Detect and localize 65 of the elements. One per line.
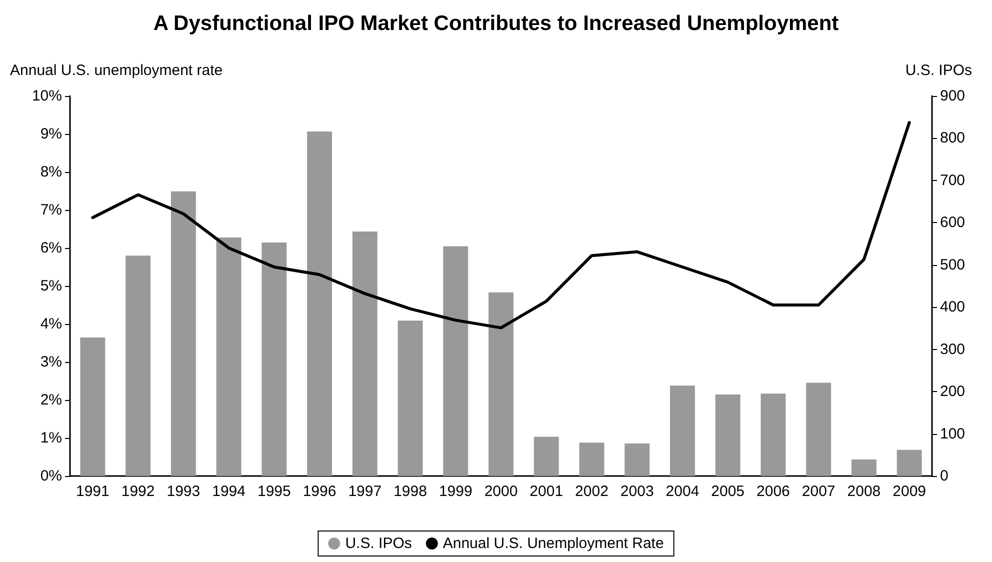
bar	[488, 292, 514, 476]
x-tick-label: 2007	[802, 483, 836, 500]
x-tick-label: 1994	[212, 483, 246, 500]
y2-axis-title: U.S. IPOs	[905, 62, 972, 79]
y2-tick-label: 900	[940, 88, 966, 104]
bar	[579, 442, 604, 476]
y-tick-label: 2%	[40, 392, 62, 408]
bar	[760, 394, 786, 476]
y2-tick-label: 200	[940, 383, 966, 400]
bar	[896, 450, 922, 476]
y-tick-label: 3%	[40, 354, 62, 370]
x-tick-label: 2009	[892, 483, 926, 500]
x-tick-label: 1998	[394, 483, 427, 500]
x-tick-label: 2000	[484, 483, 518, 500]
y2-tick-label: 800	[940, 130, 966, 147]
y2-tick-label: 0	[940, 468, 948, 484]
bar	[624, 443, 650, 476]
line-series	[91, 121, 911, 330]
bar	[670, 386, 695, 476]
bar	[170, 191, 196, 476]
x-tick-label: 1991	[76, 483, 110, 500]
x-tick-label: 2005	[711, 483, 745, 500]
y-tick-label: 10%	[32, 88, 62, 104]
bar	[80, 338, 106, 476]
chart-title: A Dysfunctional IPO Market Contributes to Increased Unemployment	[153, 12, 839, 35]
x-tick-label: 1997	[348, 483, 382, 500]
x-tick-label: 1999	[438, 483, 472, 500]
y-tick-label: 9%	[40, 126, 62, 142]
bar	[262, 242, 287, 476]
y-tick-label: 5%	[40, 278, 62, 294]
legend-label: Annual U.S. Unemployment Rate	[442, 535, 664, 552]
y-tick-label: 8%	[40, 164, 62, 180]
y2-tick-label: 100	[940, 425, 966, 442]
x-tick-label: 2008	[847, 483, 881, 500]
y2-tick-label: 700	[940, 172, 966, 189]
x-tick-label: 2001	[530, 483, 564, 500]
y2-tick-label: 400	[940, 298, 966, 316]
x-tick-label: 1995	[257, 483, 291, 500]
bar	[352, 232, 378, 476]
x-tick-label: 1992	[121, 483, 155, 500]
bar	[126, 256, 151, 476]
y-tick-label: 1%	[40, 430, 62, 446]
bar	[216, 237, 242, 476]
x-tick-label: 2002	[575, 483, 608, 500]
y2-tick-label: 500	[940, 256, 966, 274]
y-tick-label: 7%	[40, 202, 62, 218]
bar	[851, 460, 876, 476]
x-tick-label: 2003	[620, 483, 654, 500]
y-tick-label: 4%	[40, 316, 62, 332]
y-axis-title: Annual U.S. unemployment rate	[10, 62, 223, 79]
bar	[307, 131, 332, 476]
x-tick-label: 1996	[302, 483, 336, 500]
y2-tick-label: 300	[940, 340, 966, 358]
bar	[443, 246, 468, 476]
bar	[534, 436, 559, 476]
y2-tick-label: 600	[940, 214, 966, 232]
y-tick-label: 0%	[40, 468, 62, 484]
y-tick-label: 6%	[40, 240, 62, 256]
x-tick-label: 2004	[666, 483, 700, 500]
x-tick-label: 2006	[756, 483, 790, 500]
legend-label: U.S. IPOs	[345, 535, 412, 552]
bar	[806, 382, 832, 476]
bar	[715, 394, 740, 476]
bar	[398, 320, 423, 476]
x-tick-label: 1993	[166, 483, 200, 500]
